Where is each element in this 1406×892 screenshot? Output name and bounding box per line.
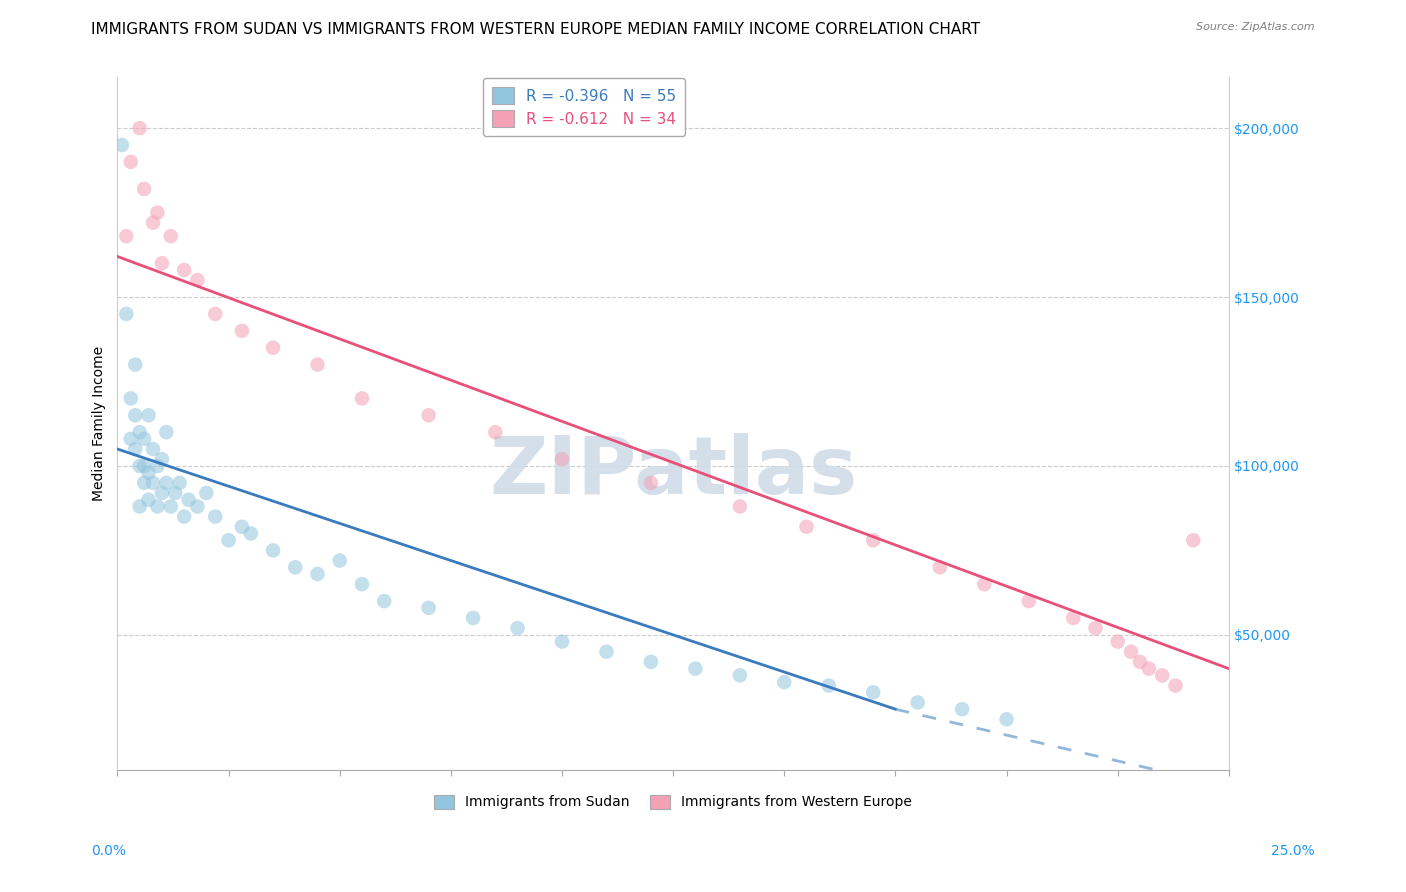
Point bbox=[134, 432, 156, 446]
Point bbox=[204, 509, 226, 524]
Point bbox=[134, 458, 156, 473]
Text: ZIPatlas: ZIPatlas bbox=[489, 434, 858, 511]
Point bbox=[1152, 668, 1174, 682]
Point bbox=[995, 712, 1018, 726]
Point bbox=[124, 358, 146, 372]
Point bbox=[728, 500, 751, 514]
Point bbox=[150, 486, 173, 500]
Text: IMMIGRANTS FROM SUDAN VS IMMIGRANTS FROM WESTERN EUROPE MEDIAN FAMILY INCOME COR: IMMIGRANTS FROM SUDAN VS IMMIGRANTS FROM… bbox=[91, 22, 980, 37]
Point bbox=[128, 121, 150, 136]
Point bbox=[640, 475, 662, 490]
Y-axis label: Median Family Income: Median Family Income bbox=[93, 346, 107, 501]
Point bbox=[159, 229, 181, 244]
Point bbox=[150, 452, 173, 467]
Point bbox=[350, 392, 373, 406]
Point bbox=[120, 432, 142, 446]
Point bbox=[728, 668, 751, 682]
Point bbox=[177, 492, 200, 507]
Point bbox=[142, 216, 165, 230]
Point bbox=[146, 500, 169, 514]
Point bbox=[307, 567, 329, 582]
Point bbox=[115, 307, 138, 321]
Point bbox=[186, 500, 208, 514]
Point bbox=[551, 452, 574, 467]
Point bbox=[973, 577, 995, 591]
Point bbox=[284, 560, 307, 574]
Point bbox=[218, 533, 240, 548]
Point bbox=[1084, 621, 1107, 635]
Point bbox=[907, 695, 929, 709]
Point bbox=[1062, 611, 1084, 625]
Point bbox=[461, 611, 484, 625]
Point bbox=[1018, 594, 1040, 608]
Point bbox=[195, 486, 218, 500]
Point bbox=[134, 475, 156, 490]
Point bbox=[169, 475, 191, 490]
Point bbox=[350, 577, 373, 591]
Point bbox=[418, 409, 440, 423]
Text: 25.0%: 25.0% bbox=[1271, 844, 1315, 857]
Text: 0.0%: 0.0% bbox=[91, 844, 127, 857]
Point bbox=[640, 655, 662, 669]
Point bbox=[329, 553, 352, 567]
Point bbox=[817, 679, 839, 693]
Point bbox=[862, 685, 884, 699]
Point bbox=[1129, 655, 1152, 669]
Point bbox=[138, 409, 160, 423]
Point bbox=[262, 341, 284, 355]
Point bbox=[128, 500, 150, 514]
Point bbox=[134, 182, 156, 196]
Legend: Immigrants from Sudan, Immigrants from Western Europe: Immigrants from Sudan, Immigrants from W… bbox=[429, 789, 917, 815]
Point bbox=[307, 358, 329, 372]
Point bbox=[138, 492, 160, 507]
Point bbox=[950, 702, 973, 716]
Point bbox=[146, 458, 169, 473]
Point bbox=[155, 475, 177, 490]
Point bbox=[128, 425, 150, 439]
Point bbox=[551, 634, 574, 648]
Point bbox=[373, 594, 395, 608]
Point bbox=[142, 475, 165, 490]
Point bbox=[1164, 679, 1187, 693]
Point bbox=[796, 520, 818, 534]
Point bbox=[204, 307, 226, 321]
Point bbox=[120, 154, 142, 169]
Point bbox=[150, 256, 173, 270]
Point bbox=[128, 458, 150, 473]
Point bbox=[155, 425, 177, 439]
Point bbox=[231, 324, 253, 338]
Point bbox=[120, 392, 142, 406]
Point bbox=[124, 442, 146, 456]
Text: Source: ZipAtlas.com: Source: ZipAtlas.com bbox=[1197, 22, 1315, 32]
Point bbox=[124, 409, 146, 423]
Point bbox=[173, 509, 195, 524]
Point bbox=[862, 533, 884, 548]
Point bbox=[142, 442, 165, 456]
Point bbox=[239, 526, 262, 541]
Point bbox=[262, 543, 284, 558]
Point bbox=[146, 205, 169, 219]
Point bbox=[1182, 533, 1205, 548]
Point bbox=[595, 645, 617, 659]
Point bbox=[159, 500, 181, 514]
Point bbox=[173, 263, 195, 277]
Point bbox=[186, 273, 208, 287]
Point bbox=[1107, 634, 1129, 648]
Point bbox=[111, 138, 134, 153]
Point bbox=[506, 621, 529, 635]
Point bbox=[138, 466, 160, 480]
Point bbox=[1137, 662, 1160, 676]
Point bbox=[773, 675, 796, 690]
Point bbox=[1119, 645, 1142, 659]
Point bbox=[484, 425, 506, 439]
Point bbox=[165, 486, 187, 500]
Point bbox=[115, 229, 138, 244]
Point bbox=[685, 662, 707, 676]
Point bbox=[928, 560, 950, 574]
Point bbox=[418, 600, 440, 615]
Point bbox=[231, 520, 253, 534]
